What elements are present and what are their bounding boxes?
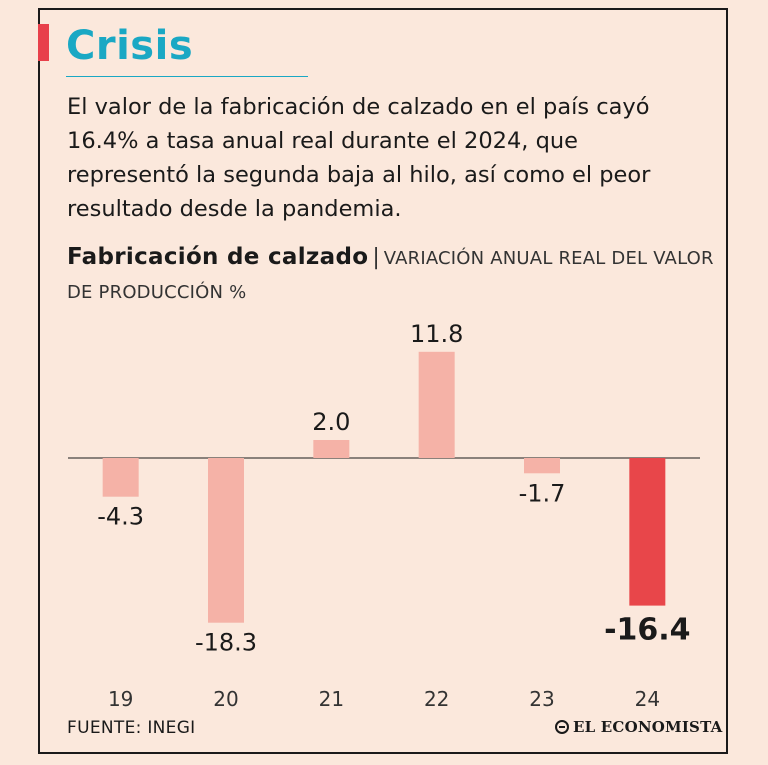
data-label-24: -16.4 bbox=[604, 613, 690, 648]
globe-icon bbox=[555, 720, 569, 734]
title-accent-bar bbox=[38, 24, 49, 61]
brand-logo: EL ECONOMISTA bbox=[555, 718, 722, 736]
bar-24 bbox=[629, 458, 666, 606]
x-tick-label-20: 20 bbox=[213, 687, 238, 711]
x-tick-label-24: 24 bbox=[635, 687, 660, 711]
data-label-21: 2.0 bbox=[312, 408, 350, 436]
bar-19 bbox=[102, 458, 139, 497]
chart-frame bbox=[38, 8, 728, 754]
source-note: FUENTE: INEGI bbox=[67, 718, 196, 738]
page-title: Crisis bbox=[66, 23, 194, 69]
intro-paragraph: El valor de la fabricación de calzado en… bbox=[67, 94, 651, 222]
x-tick-label-22: 22 bbox=[424, 687, 449, 711]
chart-heading-separator: | bbox=[372, 245, 380, 270]
chart-subtitle: VARIACIÓN ANUAL REAL DEL VALOR DE PRODUC… bbox=[67, 248, 714, 303]
bar-23 bbox=[524, 458, 560, 474]
data-label-23: -1.7 bbox=[519, 479, 566, 507]
data-label-20: -18.3 bbox=[195, 629, 257, 657]
bar-21 bbox=[313, 440, 350, 458]
bar-20 bbox=[208, 458, 244, 623]
data-label-19: -4.3 bbox=[97, 503, 144, 531]
x-tick-label-23: 23 bbox=[529, 687, 554, 711]
title-underline bbox=[66, 76, 308, 77]
x-tick-label-21: 21 bbox=[319, 687, 344, 711]
data-label-22: 11.8 bbox=[410, 320, 463, 348]
brand-name: EL ECONOMISTA bbox=[573, 718, 723, 736]
chart-title: Fabricación de calzado bbox=[67, 244, 369, 270]
x-tick-label-19: 19 bbox=[108, 687, 133, 711]
bar-22 bbox=[418, 351, 455, 458]
chart-heading: Fabricación de calzado | VARIACIÓN ANUAL R… bbox=[67, 240, 717, 310]
